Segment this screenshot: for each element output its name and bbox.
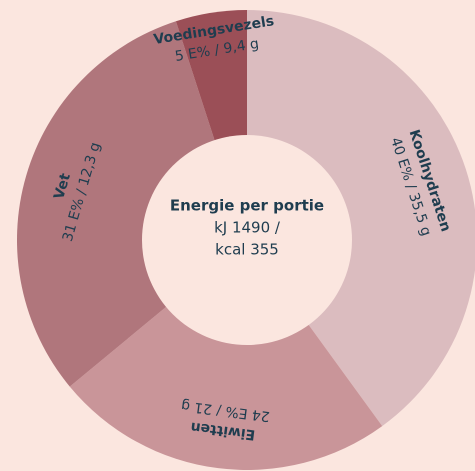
center-label: Energie per portie (170, 197, 324, 215)
center-label: kJ 1490 / (214, 219, 281, 237)
center-hole (142, 135, 352, 345)
center-label: kcal 355 (215, 241, 279, 259)
slice (16, 21, 247, 387)
slice-name: Vet (51, 171, 74, 201)
slice (247, 10, 475, 427)
slice (69, 240, 383, 470)
